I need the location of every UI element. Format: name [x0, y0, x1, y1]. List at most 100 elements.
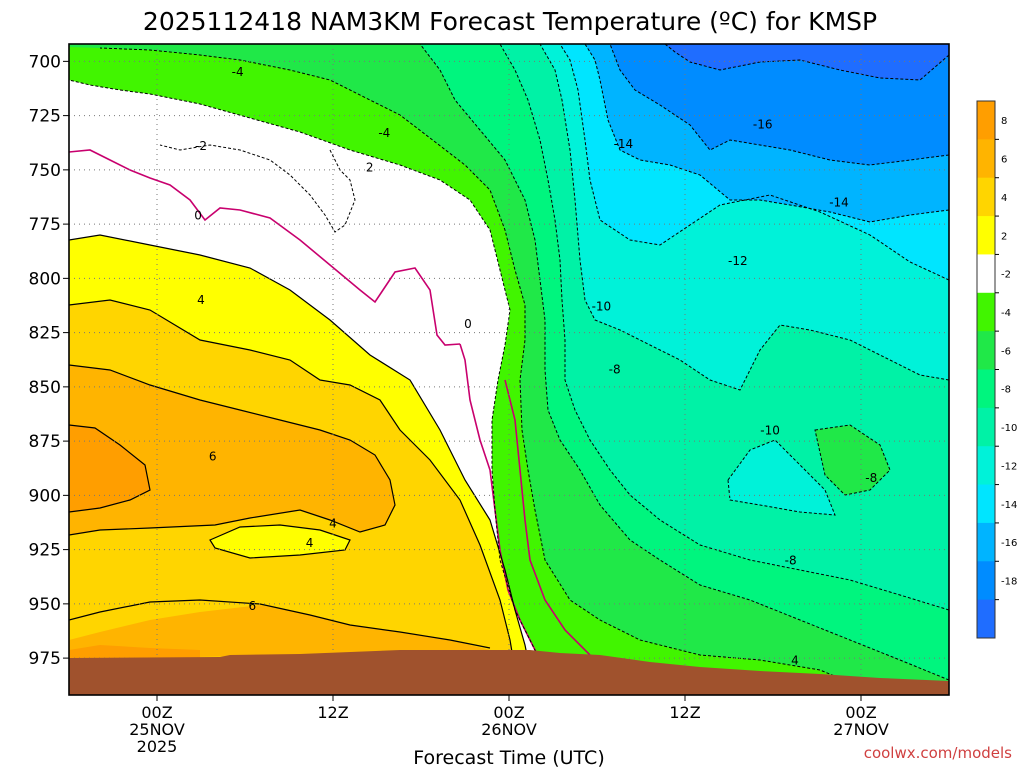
colorbar-band-1 — [977, 139, 995, 179]
contour-label-4: 0 — [194, 208, 202, 222]
colorbar-label-7: -8 — [1001, 385, 1011, 396]
contour-label-19: 6 — [249, 599, 257, 613]
isotherm-minus10-pocket — [727, 439, 836, 516]
contour-label-13: -10 — [760, 423, 780, 437]
band-minus8-to-minus10-pocket — [815, 425, 890, 495]
negative-isotherm-layer — [69, 44, 949, 695]
colorbar-band-2 — [977, 177, 995, 217]
isotherm-minus2 — [69, 79, 561, 695]
colorbar-label-1: 6 — [1001, 155, 1007, 166]
contour-label-12: -8 — [609, 363, 621, 377]
band-minus18-to-minus20 — [665, 44, 949, 80]
isotherm-minus12 — [559, 44, 949, 281]
credit-text: coolwx.com/models — [864, 744, 1012, 762]
y-axis: 700 725 750 775 800 825 850 875 900 925 950 975 — [29, 52, 69, 669]
x-tick-label-0-3: 2025 — [137, 737, 178, 756]
colorbar-band-0 — [977, 101, 995, 140]
colorbar-band-10 — [977, 484, 995, 524]
isotherm-minus10 — [539, 44, 949, 391]
isotherm-minus2-upper — [159, 144, 356, 233]
contour-label-17: 4 — [306, 536, 314, 550]
y-tick-label-775: 775 — [29, 215, 61, 235]
contour-label-11: 4 — [197, 293, 205, 307]
contour-label-14: -8 — [865, 471, 877, 485]
colorbar-band-5 — [977, 292, 995, 332]
y-tick-label-900: 900 — [29, 486, 61, 506]
colorbar-band-4 — [977, 254, 995, 294]
contour-label-1: -2 — [195, 139, 207, 153]
y-tick-label-800: 800 — [29, 269, 61, 289]
zero-isotherm-upper — [69, 149, 461, 346]
isotherm-minus4 — [99, 47, 881, 695]
contour-label-0: -4 — [232, 65, 244, 79]
isotherm-minus8 — [499, 44, 949, 611]
colorbar-label-2: 4 — [1001, 193, 1007, 204]
contour-label-3: 2 — [366, 161, 374, 175]
colorbar: 8 6 4 2 -2 -4 -6 -8 -10 -12 -14 -16 -18 — [976, 100, 1017, 639]
zero-isotherm-lower-east — [504, 379, 591, 656]
band-6-to-8 — [69, 365, 395, 535]
y-tick-label-925: 925 — [29, 541, 61, 561]
isotherm-minus8-pocket — [814, 424, 891, 496]
colorbar-label-9: -12 — [1001, 461, 1017, 472]
y-tick-label-875: 875 — [29, 432, 61, 452]
colorbar-band-9 — [977, 446, 995, 486]
contour-label-20: 4 — [791, 653, 799, 667]
ground-surface — [69, 650, 949, 695]
colorbar-band-13 — [977, 599, 995, 639]
isotherm-4 — [69, 299, 516, 671]
y-tick-label-750: 750 — [29, 161, 61, 181]
contour-label-16: 4 — [329, 517, 337, 531]
contour-label-2: -4 — [378, 126, 390, 140]
band-6-to-8-lower — [69, 605, 490, 660]
contour-label-8: -12 — [728, 254, 748, 268]
x-axis-label: Forecast Time (UTC) — [413, 747, 604, 768]
colorbar-label-10: -14 — [1001, 500, 1017, 511]
colorbar-label-0: 8 — [1001, 116, 1007, 127]
y-tick-label-850: 850 — [29, 378, 61, 398]
colorbar-band-12 — [977, 561, 995, 601]
zero-isotherm-layer — [69, 149, 591, 666]
isotherm-minus14 — [584, 44, 949, 223]
band-minus10-to-minus12-pocket — [728, 440, 835, 515]
isotherm-8 — [69, 424, 151, 513]
contour-label-10: 0 — [464, 317, 472, 331]
isotherm-minus16 — [609, 44, 949, 166]
x-tick-label-4-2: 27NOV — [833, 720, 889, 739]
colorbar-label-6: -6 — [1001, 346, 1011, 357]
contour-label-5: -14 — [614, 137, 634, 151]
isotherm-minus6 — [419, 44, 949, 681]
isotherm-minus18 — [664, 44, 949, 81]
colorbar-label-11: -16 — [1001, 538, 1017, 549]
contour-labels: -4 -2 -4 2 0 -14 -16 -14 -12 -10 0 4 -8 -10 -8 6 4 4 -8 6 4 — [194, 65, 877, 667]
colorbar-label-4: -2 — [1001, 270, 1011, 281]
colorbar-label-8: -10 — [1001, 423, 1017, 434]
x-tick-label-4-1: 00Z — [845, 703, 876, 722]
colorbar-band-3 — [977, 216, 995, 255]
x-tick-label-0-1: 00Z — [141, 703, 172, 722]
band-8-to-10 — [69, 425, 150, 512]
contour-label-18: -8 — [785, 553, 797, 567]
isotherm-6-lower — [69, 599, 491, 649]
zero-isotherm-lower — [459, 343, 546, 666]
colorbar-label-3: 2 — [1001, 231, 1007, 242]
y-tick-label-825: 825 — [29, 324, 61, 344]
colorbar-band-7 — [977, 369, 995, 409]
y-tick-label-700: 700 — [29, 52, 61, 72]
contour-label-15: 6 — [209, 449, 217, 463]
y-tick-label-725: 725 — [29, 107, 61, 127]
x-tick-label-0-2: 25NOV — [129, 720, 185, 739]
colorbar-band-8 — [977, 407, 995, 447]
chart-title: 2025112418 NAM3KM Forecast Temperature (… — [143, 7, 877, 36]
isotherm-2 — [69, 234, 531, 671]
gridlines — [69, 44, 949, 695]
colorbar-label-12: -18 — [1001, 576, 1017, 587]
isotherm-4-pocket — [209, 524, 351, 559]
x-tick-label-2-1: 00Z — [493, 703, 524, 722]
contour-label-7: -14 — [829, 195, 849, 209]
colorbar-band-11 — [977, 522, 995, 562]
y-tick-label-975: 975 — [29, 649, 61, 669]
colorbar-label-5: -4 — [1001, 308, 1011, 319]
